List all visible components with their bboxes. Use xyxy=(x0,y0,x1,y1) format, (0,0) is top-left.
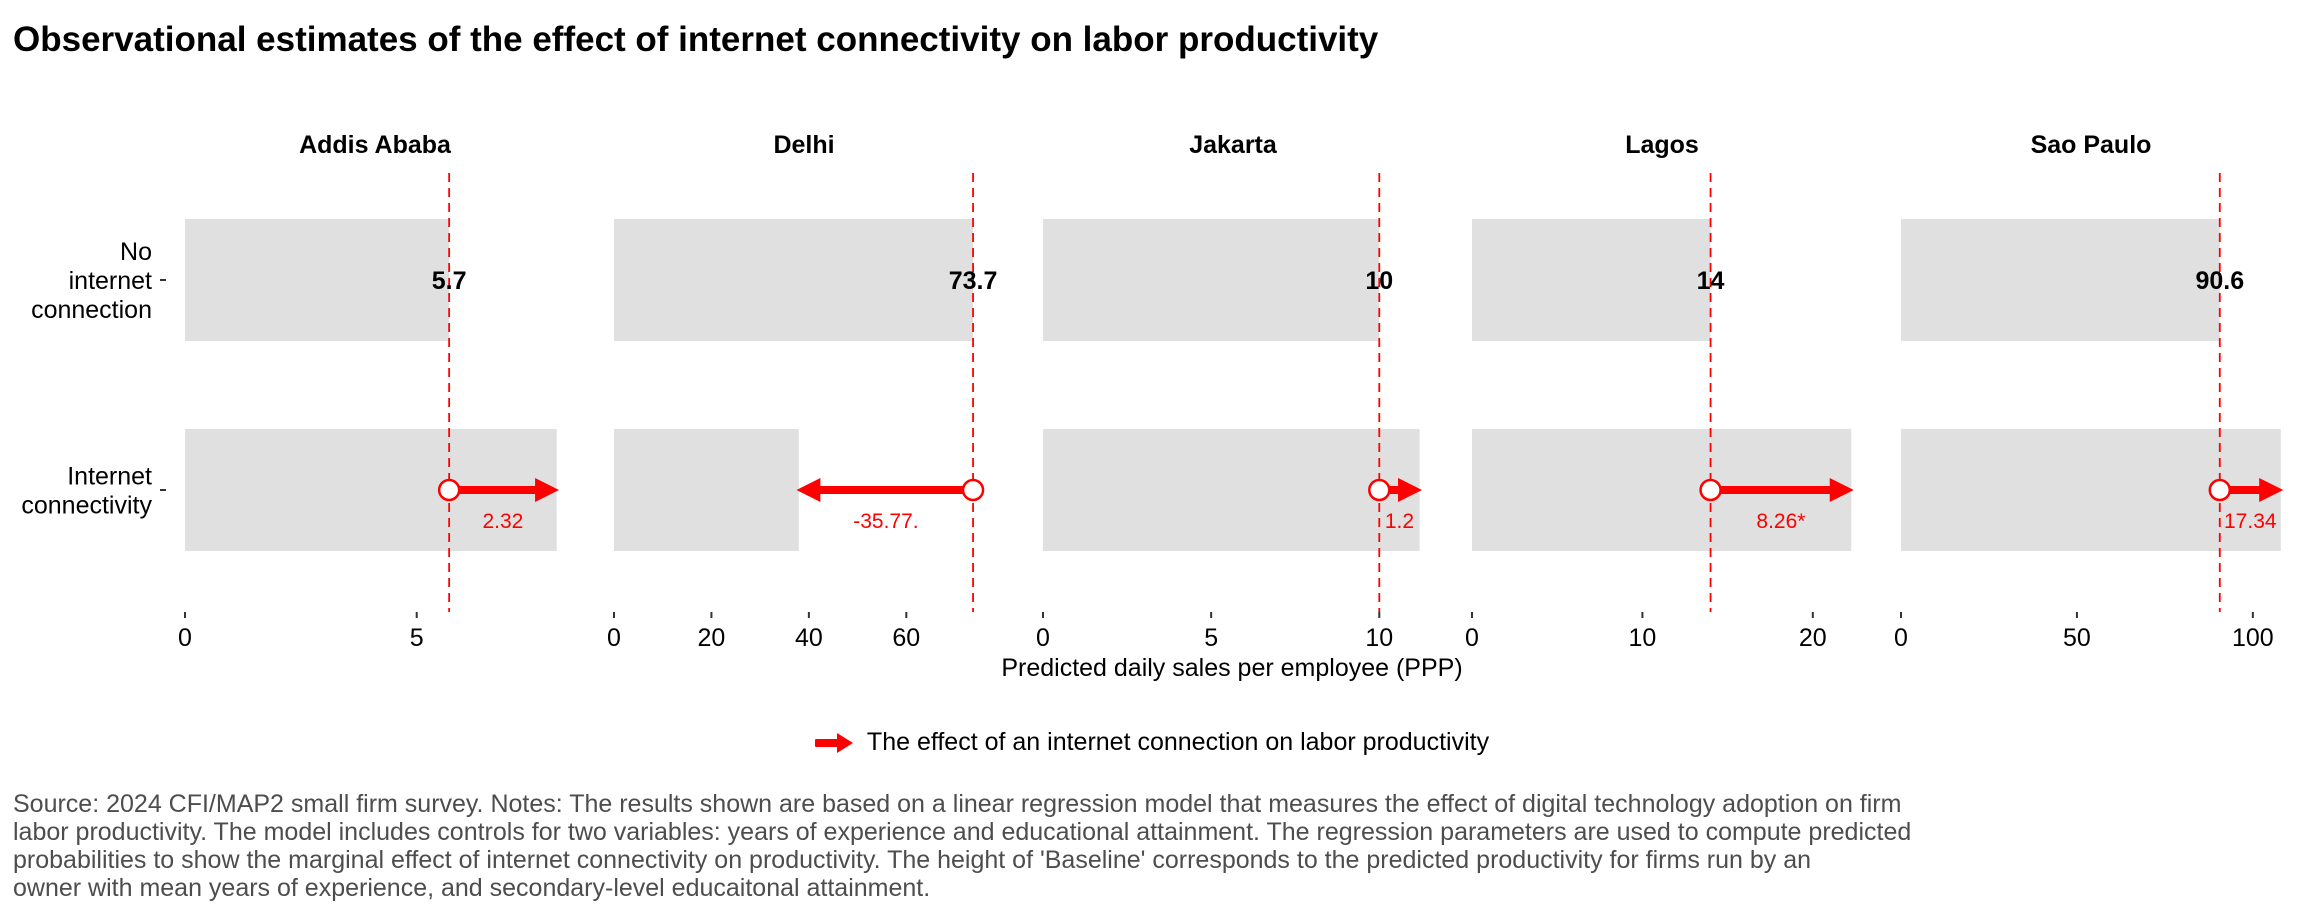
category-label-line: connection xyxy=(31,296,152,324)
bar-no-internet xyxy=(1043,219,1380,341)
x-tick-label: 10 xyxy=(1628,624,1656,652)
panel-title: Delhi xyxy=(773,131,834,159)
effect-label: 8.26* xyxy=(1756,510,1805,533)
panel: Lagos 14 8.26* 0 10 20 xyxy=(1465,131,1854,652)
source-note-line: probabilities to show the marginal effec… xyxy=(13,846,1811,874)
panel: Delhi 73.7 -35.77. 0 20 40 60 xyxy=(607,131,997,652)
source-note-line: owner with mean years of experience, and… xyxy=(13,874,931,902)
baseline-value-label: 90.6 xyxy=(2195,267,2244,295)
category-label-line: connectivity xyxy=(21,492,152,520)
source-note: Source: 2024 CFI/MAP2 small firm survey.… xyxy=(13,790,2213,902)
baseline-value-label: 5.7 xyxy=(432,267,467,295)
chart-title: Observational estimates of the effect of… xyxy=(13,20,1379,59)
legend-label: The effect of an internet connection on … xyxy=(866,728,1490,756)
baseline-value-label: 14 xyxy=(1697,267,1725,295)
x-tick-label: 5 xyxy=(1204,624,1218,652)
effect-label: -35.77. xyxy=(853,510,918,533)
legend-arrow-icon xyxy=(814,732,853,753)
baseline-point xyxy=(1699,478,1722,502)
panel-title: Sao Paulo xyxy=(2031,131,2152,159)
x-tick-label: 0 xyxy=(1036,624,1050,652)
x-tick-label: 0 xyxy=(1465,624,1479,652)
bar-no-internet xyxy=(185,219,450,341)
effect-label: 1.2 xyxy=(1385,510,1414,533)
panel: Jakarta 10 1.2 0 5 10 xyxy=(1036,131,1423,652)
panel-title: Jakarta xyxy=(1189,131,1278,159)
bar-no-internet xyxy=(1901,219,2220,341)
x-tick-label: 5 xyxy=(410,624,424,652)
baseline-value-label: 73.7 xyxy=(949,267,998,295)
bar-no-internet xyxy=(1472,219,1711,341)
x-tick-label: 0 xyxy=(607,624,621,652)
effect-label: 2.32 xyxy=(482,510,523,533)
category-label-line: Internet xyxy=(67,463,152,491)
panel-title: Lagos xyxy=(1625,131,1699,159)
x-tick-label: 40 xyxy=(795,624,823,652)
panel: Addis Ababa 5.7 2.32 0 5 xyxy=(178,131,560,652)
source-note-line: labor productivity. The model includes c… xyxy=(13,818,1912,846)
x-tick-label: 20 xyxy=(698,624,726,652)
bar-internet xyxy=(1043,429,1420,551)
category-label-line: No xyxy=(120,238,152,266)
x-axis-title: Predicted daily sales per employee (PPP) xyxy=(1001,654,1462,682)
x-tick-label: 0 xyxy=(1894,624,1908,652)
legend: The effect of an internet connection on … xyxy=(0,728,2304,757)
bar-internet xyxy=(614,429,799,551)
x-tick-label: 50 xyxy=(2063,624,2091,652)
x-tick-label: 100 xyxy=(2232,624,2274,652)
source-note-line: Source: 2024 CFI/MAP2 small firm survey.… xyxy=(13,790,1902,818)
baseline-point xyxy=(437,478,461,502)
x-tick-label: 0 xyxy=(178,624,192,652)
baseline-point xyxy=(2208,478,2232,502)
category-label-line: internet xyxy=(69,267,152,295)
bar-no-internet xyxy=(614,219,974,341)
panel-title: Addis Ababa xyxy=(299,131,452,159)
baseline-point xyxy=(1368,478,1391,502)
panel: Sao Paulo 90.6 17.34 0 50 100 xyxy=(1894,131,2284,652)
x-tick-label: 20 xyxy=(1799,624,1827,652)
x-tick-label: 10 xyxy=(1365,624,1393,652)
x-tick-label: 60 xyxy=(892,624,920,652)
baseline-value-label: 10 xyxy=(1365,267,1393,295)
baseline-point xyxy=(961,478,985,502)
effect-label: 17.34 xyxy=(2224,510,2277,533)
